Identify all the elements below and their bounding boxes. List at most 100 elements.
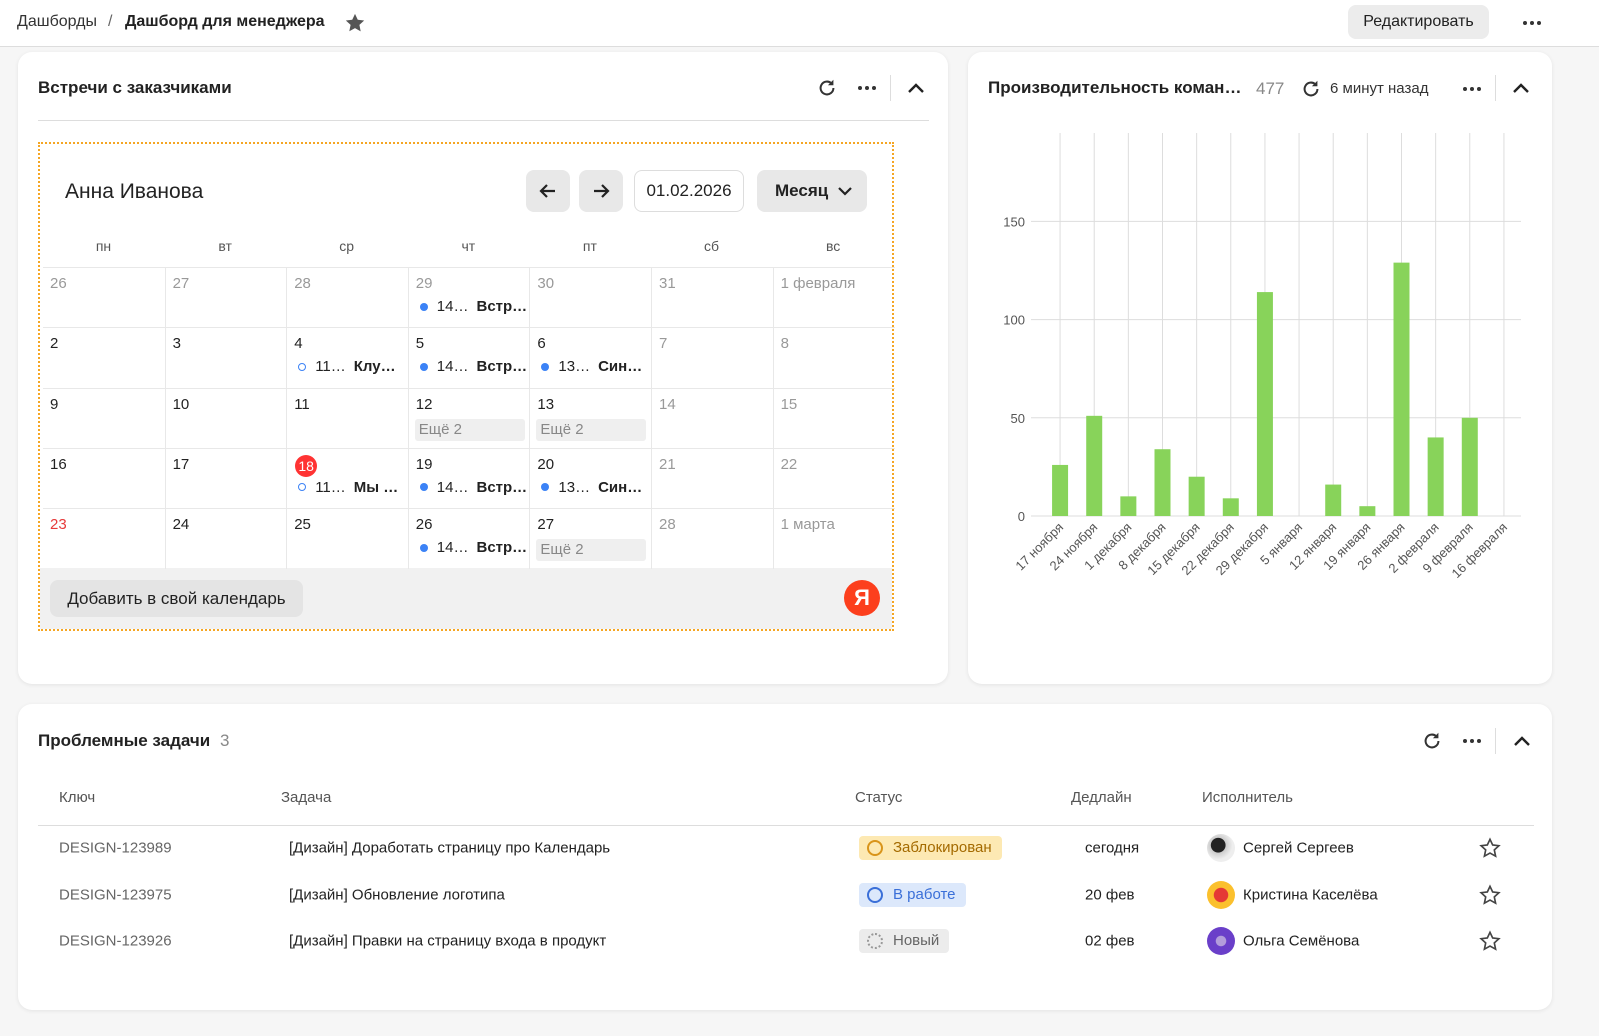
column-header[interactable]: Задача [281,789,332,806]
column-header[interactable]: Исполнитель [1202,789,1293,806]
day-cell[interactable]: 10 [164,387,287,449]
collapse-icon[interactable] [1511,730,1533,752]
day-cell[interactable]: 13 Ещё 2 [529,387,652,449]
next-button[interactable] [579,170,623,212]
collapse-icon[interactable] [1510,77,1532,99]
view-select[interactable]: Месяц [757,170,867,212]
add-to-calendar-button[interactable]: Добавить в свой календарь [50,580,303,617]
day-cell[interactable]: 17 [164,447,287,509]
day-number: 3 [172,335,181,353]
day-cell[interactable]: 15 [772,387,895,449]
day-number: 6 [537,335,546,353]
refresh-icon[interactable] [1421,730,1443,752]
day-cell[interactable]: 27 Ещё 2 [529,508,652,570]
event-title: Встр… [476,539,528,557]
task-key[interactable]: DESIGN-123975 [59,886,172,903]
more-events[interactable]: Ещё 2 [536,418,647,441]
column-header[interactable]: Статус [855,789,903,806]
avatar [1207,880,1235,909]
prev-button[interactable] [526,170,570,212]
day-cell[interactable]: 16 [43,447,165,509]
day-number: 1 марта [780,516,835,534]
task-key[interactable]: DESIGN-123989 [59,839,172,857]
day-cell[interactable]: 19 14… Встр… [407,447,530,509]
event[interactable]: 14… Встр… [419,478,527,496]
more-icon[interactable] [1520,12,1544,34]
day-cell[interactable]: 27 [164,267,287,328]
favorite-icon[interactable] [1479,930,1501,952]
day-cell[interactable]: 21 [651,447,773,509]
day-number: 5 [415,335,425,353]
day-cell[interactable]: 23 [43,508,165,569]
updated-time: 6 минут назад [1330,80,1429,97]
event[interactable]: 13… Син… [541,358,642,375]
day-cell[interactable]: 1 марта [772,508,895,570]
favorite-icon[interactable] [1479,837,1501,859]
task-key[interactable]: DESIGN-123926 [59,932,172,950]
day-cell[interactable]: 9 [43,387,165,449]
more-icon[interactable] [1460,730,1484,752]
day-number: 7 [659,335,668,353]
day-number: 15 [780,395,798,413]
more-events[interactable]: Ещё 2 [414,418,525,441]
date-input[interactable]: 01.02.2026 [634,170,744,212]
event[interactable]: 13… Син… [541,479,642,496]
task-row[interactable]: DESIGN-123989 [Дизайн] Доработать страниц… [38,825,1534,871]
day-cell[interactable]: 3 [164,327,287,389]
assignee: Кристина Каселёва [1243,886,1378,903]
day-number: 27 [537,516,555,534]
day-cell[interactable]: 11 [286,387,409,449]
column-header[interactable]: Дедлайн [1071,789,1132,806]
day-cell[interactable]: 12 Ещё 2 [407,387,530,449]
event[interactable]: 11… Клу… [298,358,396,375]
event-time: 14… [436,298,469,315]
task-name[interactable]: [Дизайн] Правки на страницу входа в прод… [289,932,607,950]
column-header[interactable]: Ключ [59,789,96,806]
event-time: 14… [436,478,469,496]
day-cell[interactable]: 7 [651,327,773,389]
day-cell[interactable]: 1 февраля [772,267,895,328]
favorite-icon[interactable] [1479,883,1501,906]
refresh-icon[interactable] [1300,78,1322,100]
event[interactable]: 14… Встр… [419,298,527,315]
day-cell[interactable]: 6 13… Син… [529,327,652,389]
day-cell[interactable]: 24 [164,508,287,570]
breadcrumb[interactable]: Дашборды [17,13,97,30]
day-cell[interactable]: 14 [651,387,773,449]
task-name[interactable]: [Дизайн] Обновление логотипа [289,886,505,903]
day-cell[interactable]: 28 [286,267,409,328]
event-time: 14… [436,358,469,376]
yandex-logo[interactable]: Я [844,580,880,616]
collapse-icon[interactable] [905,77,927,99]
event-dot [541,362,550,371]
edit-button[interactable]: Редактировать [1348,5,1489,39]
day-cell[interactable]: 20 13… Син… [529,447,652,509]
event[interactable]: 14… Встр… [419,358,527,376]
day-cell[interactable]: 4 11… Клу… [286,327,409,389]
weekday: пт [582,238,597,254]
day-cell[interactable]: 26 [43,267,165,328]
more-events[interactable]: Ещё 2 [536,539,647,562]
day-cell[interactable]: 28 [651,508,773,570]
day-cell[interactable]: 8 [772,327,895,389]
event[interactable]: 11… Мы … [298,479,398,496]
day-cell[interactable]: 25 [286,508,409,570]
task-row[interactable]: DESIGN-123926 [Дизайн] Правки на страницу… [38,918,1534,964]
day-cell[interactable]: 29 14… Встр… [407,267,530,328]
event[interactable]: 14… Встр… [419,539,528,557]
refresh-icon[interactable] [816,77,838,99]
day-cell[interactable]: 26 14… Встр… [407,508,530,570]
day-cell[interactable]: 31 [651,267,773,328]
day-cell[interactable]: 2 [43,327,165,388]
task-row[interactable]: DESIGN-123975 [Дизайн] Обновление логотип… [38,872,1534,918]
day-cell[interactable]: 5 14… Встр… [407,327,530,389]
day-cell[interactable]: 22 [772,447,895,509]
day-cell[interactable]: 30 [529,267,652,328]
more-icon[interactable] [1460,78,1484,100]
favorite-icon[interactable] [344,12,366,34]
more-icon[interactable] [855,77,879,99]
task-name[interactable]: [Дизайн] Доработать страницу про Календа… [289,839,611,857]
day-number: 28 [659,516,676,534]
day-cell[interactable]: 18 11… Мы … [286,447,409,509]
